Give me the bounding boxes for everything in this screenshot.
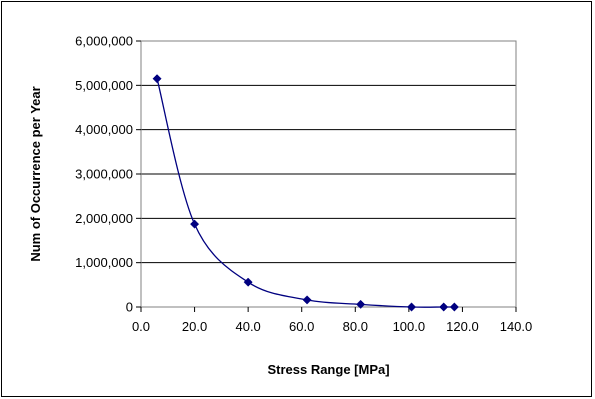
y-axis-title: Num of Occurrence per Year <box>28 86 43 261</box>
data-point-marker <box>439 302 449 312</box>
y-tick-label: 5,000,000 <box>75 78 133 93</box>
series-line <box>156 78 455 308</box>
data-point-marker <box>190 219 200 229</box>
x-axis-title: Stress Range [MPa] <box>267 362 389 377</box>
y-tick-label: 4,000,000 <box>75 122 133 137</box>
y-tick-label: 3,000,000 <box>75 167 133 182</box>
x-tick-label: 140.0 <box>500 319 533 334</box>
x-tick-label: 100.0 <box>393 319 426 334</box>
x-tick-label: 0.0 <box>132 319 150 334</box>
x-tick-label: 80.0 <box>343 319 368 334</box>
data-point-marker <box>406 302 417 312</box>
data-point-marker <box>243 277 253 287</box>
x-tick-label: 20.0 <box>182 319 207 334</box>
data-point-marker <box>356 299 366 309</box>
data-point-marker <box>152 74 162 84</box>
y-tick-label: 6,000,000 <box>75 34 133 49</box>
y-tick-label: 2,000,000 <box>75 211 133 226</box>
x-tick-label: 40.0 <box>235 319 260 334</box>
x-tick-label: 120.0 <box>446 319 479 334</box>
data-point-marker <box>302 295 312 305</box>
y-axis-ticks: 0 1,000,000 2,000,000 3,000,000 4,000,000 5,0… <box>75 34 141 315</box>
data-point-marker <box>449 302 459 312</box>
y-tick-label: 0 <box>126 300 133 315</box>
x-tick-label: 60.0 <box>289 319 314 334</box>
x-axis-ticks: 0.0 20.0 40.0 60.0 80.0 100.0 120.0 140.0 <box>132 307 532 334</box>
series-markers <box>152 74 459 312</box>
y-tick-label: 1,000,000 <box>75 255 133 270</box>
